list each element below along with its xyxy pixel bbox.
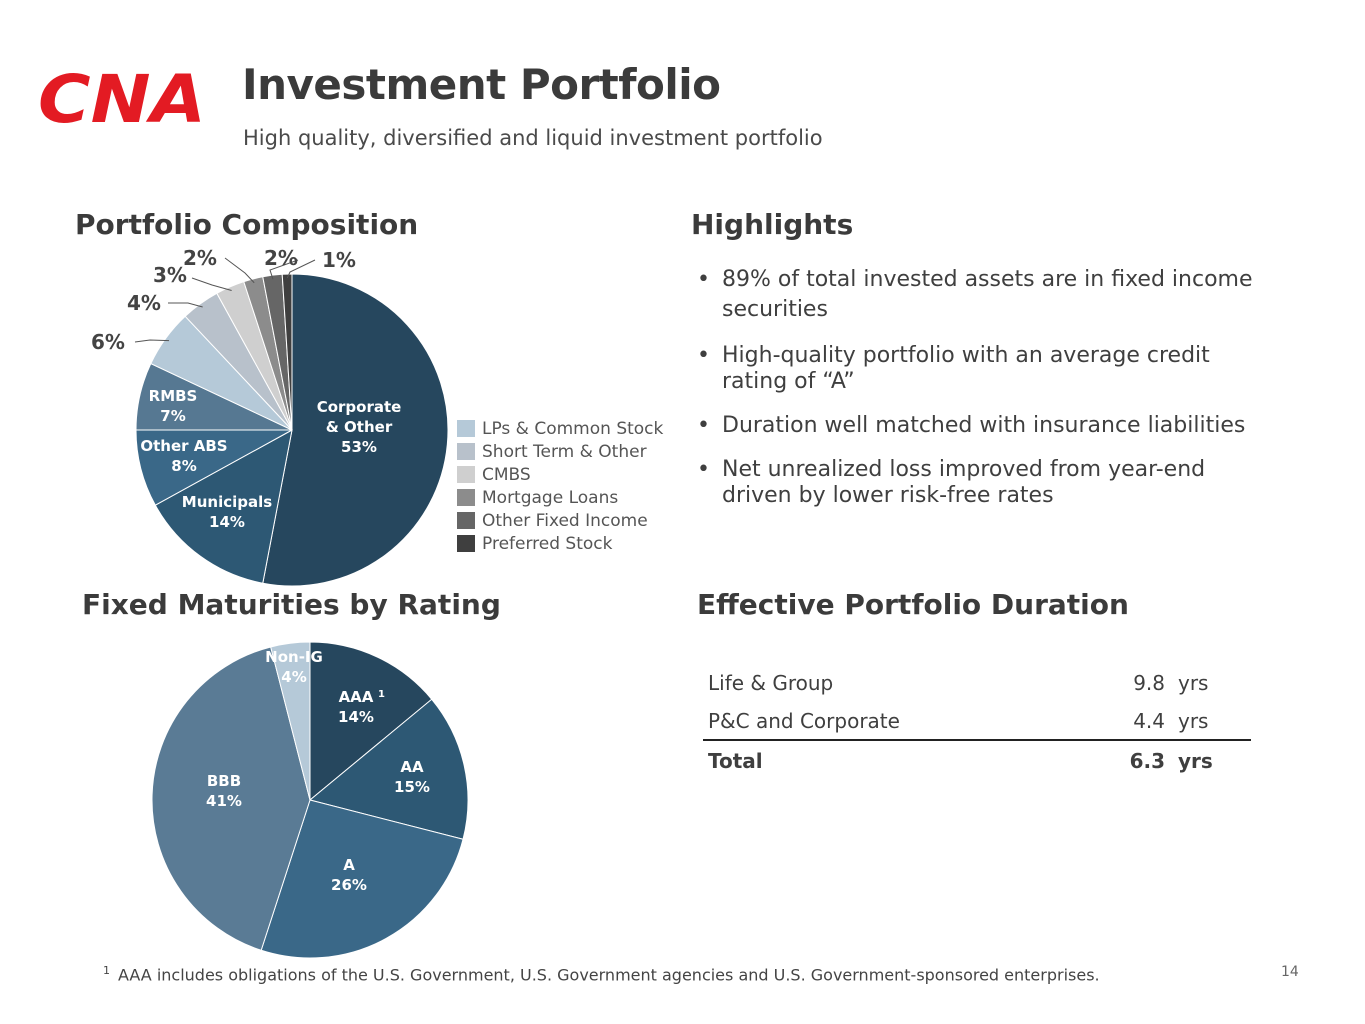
duration-title: Effective Portfolio Duration [697, 588, 1129, 621]
leader-line [168, 302, 203, 308]
duration-value: 4.4 [1133, 709, 1165, 733]
slice-label: AA 15% [394, 758, 430, 796]
pie-slice-aaa [309, 641, 433, 802]
pie-slice-preferred-stock [281, 273, 293, 431]
legend-swatch [457, 489, 475, 506]
duration-table: Life & Group 9.8 yrs P&C and Corporate 4… [703, 663, 1251, 779]
duration-total-row: Total 6.3 yrs [703, 739, 1251, 779]
highlight-item: 89% of total invested assets are in fixe… [697, 265, 1257, 325]
leader-line [224, 257, 255, 284]
highlight-item: High-quality portfolio with an average c… [697, 343, 1257, 395]
duration-total-label: Total [708, 749, 763, 773]
duration-row: P&C and Corporate 4.4 yrs [703, 701, 1251, 739]
slice-label: RMBS 7% [149, 387, 198, 425]
legend-swatch [457, 535, 475, 552]
rating-title: Fixed Maturities by Rating [82, 588, 501, 621]
footnote-marker: 1 [103, 964, 110, 977]
leader-line [134, 339, 170, 343]
slice-pct-label: 1% [322, 248, 356, 272]
legend-item: LPs & Common Stock [457, 417, 663, 440]
legend-swatch [457, 420, 475, 437]
slice-label: Corporate & Other 53% [317, 398, 402, 456]
legend-label: Short Term & Other [482, 441, 647, 462]
duration-value: 9.8 [1133, 671, 1165, 695]
slice-pct-label: 3% [153, 263, 187, 287]
page-subtitle: High quality, diversified and liquid inv… [243, 126, 823, 150]
slice-pct-label: 2% [183, 246, 217, 270]
legend-label: Preferred Stock [482, 533, 613, 554]
highlight-item: Duration well matched with insurance lia… [697, 413, 1257, 439]
pie-slice-non-ig [270, 641, 311, 801]
slice-label: Non-IG 4% [265, 648, 323, 686]
highlights-title: Highlights [691, 208, 854, 241]
legend-label: Mortgage Loans [482, 487, 619, 508]
slice-label: AAA 14% [338, 688, 374, 726]
logo-text: CNA [38, 70, 206, 124]
page-number: 14 [1281, 964, 1299, 980]
legend-swatch [457, 443, 475, 460]
cna-logo: CNA [38, 70, 206, 124]
pie-slice-corporate-other [262, 273, 449, 587]
highlight-item: Net unrealized loss improved from year-e… [697, 457, 1257, 509]
legend-label: Other Fixed Income [482, 510, 648, 531]
composition-legend: LPs & Common Stock Short Term & Other CM… [457, 417, 663, 555]
duration-label: P&C and Corporate [708, 709, 900, 733]
pie-slice-bbb [151, 646, 311, 951]
slice-pct-label: 2% [264, 246, 298, 270]
rating-pie: AAA 14% 1 AA 15% A 26% BBB 41% Non-IG 4% [151, 641, 469, 959]
legend-item: Preferred Stock [457, 532, 663, 555]
footnote-text: AAA includes obligations of the U.S. Gov… [118, 965, 1100, 985]
duration-label: Life & Group [708, 671, 834, 695]
leader-line [191, 277, 232, 291]
slice-label: Other ABS 8% [140, 437, 227, 475]
pie-slice-aa [308, 698, 469, 840]
legend-swatch [457, 512, 475, 529]
legend-item: Other Fixed Income [457, 509, 663, 532]
duration-total-value: 6.3 [1129, 749, 1165, 773]
slice-label: BBB 41% [206, 772, 242, 810]
pie-slice-municipals [154, 429, 293, 584]
leader-line [286, 259, 316, 279]
duration-unit: yrs [1178, 709, 1209, 733]
composition-title: Portfolio Composition [75, 208, 419, 241]
legend-label: CMBS [482, 464, 531, 485]
duration-row: Life & Group 9.8 yrs [703, 663, 1251, 701]
footnote-marker: 1 [378, 689, 385, 700]
duration-total-unit: yrs [1178, 749, 1213, 773]
highlights-list: 89% of total invested assets are in fixe… [697, 265, 1257, 509]
legend-label: LPs & Common Stock [482, 418, 664, 439]
leader-line [269, 259, 299, 280]
portfolio-composition-pie: Corporate & Other 53% Municipals 14% Other AB… [91, 246, 449, 587]
slice-pct-label: 4% [127, 291, 161, 315]
slice-pct-label: 6% [91, 330, 125, 354]
pie-slice-a [260, 799, 464, 959]
legend-item: Short Term & Other [457, 440, 663, 463]
duration-unit: yrs [1178, 671, 1209, 695]
legend-item: CMBS [457, 463, 663, 486]
legend-item: Mortgage Loans [457, 486, 663, 509]
slice-label: Municipals 14% [182, 493, 272, 531]
slice-label: A 26% [331, 856, 367, 894]
page-title: Investment Portfolio [242, 60, 721, 109]
legend-swatch [457, 466, 475, 483]
footnote: 1 AAA includes obligations of the U.S. Go… [103, 964, 1100, 984]
